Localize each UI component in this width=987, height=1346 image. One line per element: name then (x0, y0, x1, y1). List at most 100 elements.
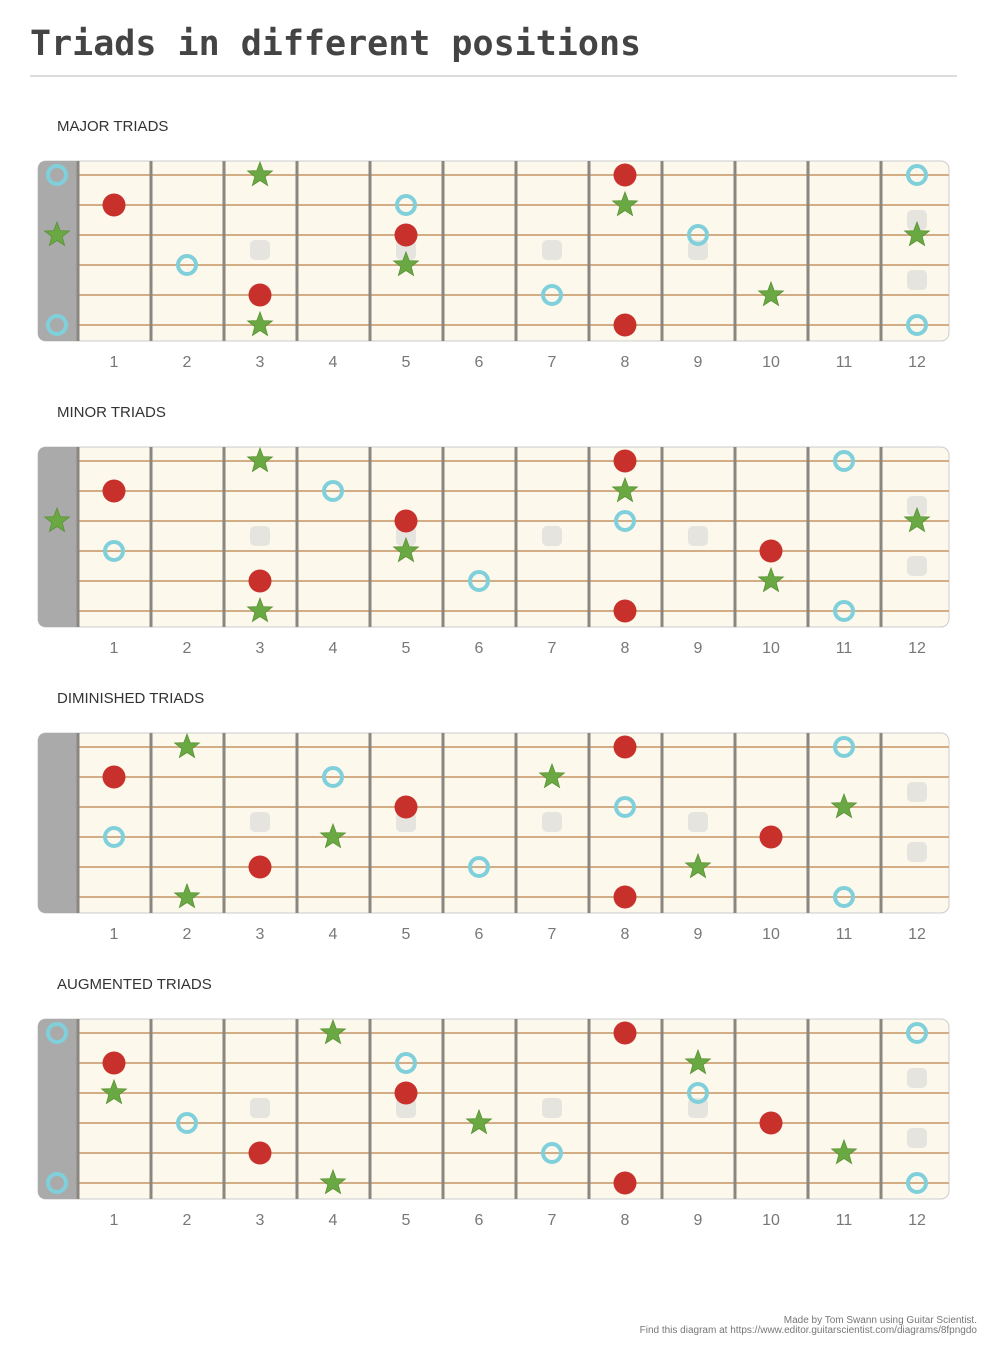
fret-number: 7 (548, 354, 557, 371)
fret-number: 5 (402, 640, 411, 657)
fret-number: 8 (621, 926, 630, 943)
inlay-marker (542, 812, 562, 832)
third-note-star (903, 220, 931, 247)
third-note-star (757, 280, 785, 307)
inlay-marker (250, 1098, 270, 1118)
inlay-marker (250, 526, 270, 546)
nut (38, 161, 78, 341)
fifth-note-ring (176, 1112, 198, 1134)
inlay-marker (907, 210, 927, 230)
fifth-note-ring (541, 1142, 563, 1164)
inlay-marker (907, 842, 927, 862)
third-note-star (830, 792, 858, 819)
diagram-label: MAJOR TRIADS (57, 118, 169, 135)
footer: Made by Tom Swann using Guitar Scientist… (640, 1316, 977, 1336)
third-note-star (903, 506, 931, 533)
third-note-star (465, 1108, 493, 1135)
inlay-marker (907, 1068, 927, 1088)
major-triads-diagram: MAJOR TRIADS 1 2 3 4 5 6 7 8 9 10 11 12 (0, 118, 987, 378)
third-note-star (319, 822, 347, 849)
root-note-dot (759, 539, 783, 563)
root-note-dot (613, 735, 637, 759)
inlay-marker (688, 526, 708, 546)
inlay-marker (250, 812, 270, 832)
root-note-dot (394, 1081, 418, 1105)
fret-number: 1 (110, 640, 119, 657)
fret-number: 4 (329, 640, 338, 657)
fret-number: 12 (908, 926, 926, 943)
third-note-star (173, 882, 201, 909)
diagram-label: MINOR TRIADS (57, 404, 166, 421)
fretboard-body (37, 1018, 950, 1200)
root-note-dot (102, 765, 126, 789)
fretboard-body (37, 732, 950, 914)
fifth-note-ring (833, 450, 855, 472)
minor-triads-diagram: MINOR TRIADS 1 2 3 4 5 6 7 8 9 10 11 12 (0, 404, 987, 664)
fifth-note-ring (906, 1172, 928, 1194)
third-note-star (43, 220, 71, 247)
inlay-marker (907, 1128, 927, 1148)
third-note-star (246, 596, 274, 623)
nut (38, 447, 78, 627)
fifth-note-ring (687, 1082, 709, 1104)
inlay-marker (907, 556, 927, 576)
fret-number: 12 (908, 1212, 926, 1229)
fret-number: 12 (908, 640, 926, 657)
fretboard-body (37, 160, 950, 342)
root-note-dot (613, 449, 637, 473)
fifth-note-ring (906, 314, 928, 336)
root-note-dot (102, 1051, 126, 1075)
fifth-note-ring (103, 826, 125, 848)
fifth-note-ring (322, 766, 344, 788)
third-note-star (173, 732, 201, 759)
fifth-note-ring (833, 600, 855, 622)
fret-number: 7 (548, 926, 557, 943)
root-note-dot (613, 163, 637, 187)
root-note-dot (394, 509, 418, 533)
footer-link[interactable]: Find this diagram at https://www.editor.… (639, 1325, 977, 1336)
fret-number: 2 (183, 1212, 192, 1229)
root-note-dot (394, 795, 418, 819)
diminished-triads-diagram: DIMINISHED TRIADS 1 2 3 4 5 6 7 8 9 10 11 12 (0, 690, 987, 950)
fifth-note-ring (833, 736, 855, 758)
third-note-star (246, 310, 274, 337)
fret-number: 10 (762, 926, 780, 943)
fret-number: 6 (475, 926, 484, 943)
fifth-note-ring (687, 224, 709, 246)
augmented-triads-diagram: AUGMENTED TRIADS 1 2 3 4 5 6 7 8 9 10 11 12 (0, 976, 987, 1236)
fifth-note-ring (46, 1022, 68, 1044)
fret-number: 10 (762, 1212, 780, 1229)
root-note-dot (248, 1141, 272, 1165)
fifth-note-ring (468, 570, 490, 592)
fifth-note-ring (614, 796, 636, 818)
root-note-dot (613, 599, 637, 623)
diagram-label: AUGMENTED TRIADS (57, 976, 212, 993)
fret-number: 2 (183, 354, 192, 371)
inlay-marker (907, 270, 927, 290)
inlay-marker (688, 240, 708, 260)
fretboard: 1 2 3 4 5 6 7 8 9 10 11 12 (37, 446, 950, 657)
fret-number: 6 (475, 640, 484, 657)
nut (38, 733, 78, 913)
fret-number: 9 (694, 1212, 703, 1229)
fret-number: 1 (110, 926, 119, 943)
fret-number: 9 (694, 926, 703, 943)
fret-number: 6 (475, 354, 484, 371)
fret-number: 6 (475, 1212, 484, 1229)
inlay-marker (907, 496, 927, 516)
diagram-label: DIMINISHED TRIADS (57, 690, 205, 707)
fretboard: 1 2 3 4 5 6 7 8 9 10 11 12 (37, 1018, 950, 1229)
root-note-dot (248, 855, 272, 879)
fifth-note-ring (833, 886, 855, 908)
inlay-marker (688, 812, 708, 832)
fifth-note-ring (906, 164, 928, 186)
third-note-star (611, 476, 639, 503)
fret-number: 2 (183, 640, 192, 657)
fret-number: 11 (836, 926, 853, 943)
fifth-note-ring (176, 254, 198, 276)
fret-number: 11 (836, 354, 853, 371)
root-note-dot (759, 825, 783, 849)
fret-number: 12 (908, 354, 926, 371)
fifth-note-ring (395, 194, 417, 216)
root-note-dot (102, 193, 126, 217)
